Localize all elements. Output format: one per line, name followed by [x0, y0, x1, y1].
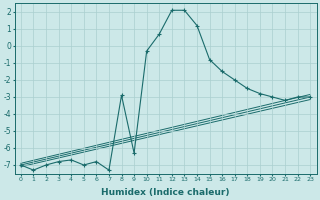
X-axis label: Humidex (Indice chaleur): Humidex (Indice chaleur)	[101, 188, 230, 197]
